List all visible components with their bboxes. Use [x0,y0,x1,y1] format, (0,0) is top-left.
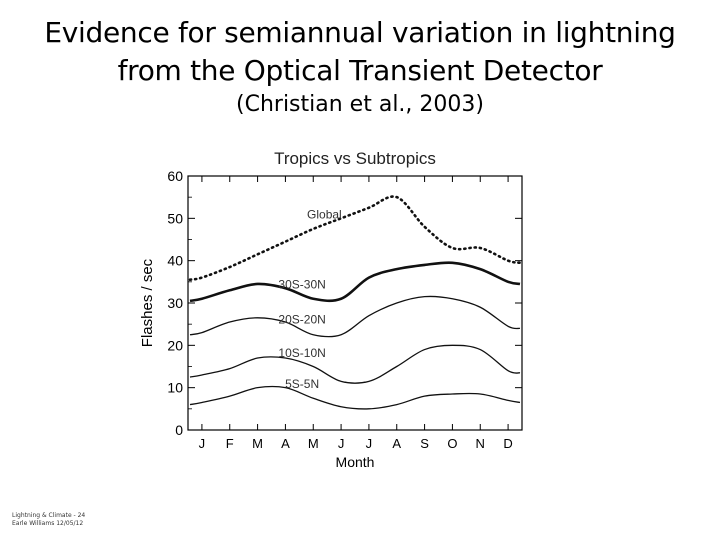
x-tick-label: O [447,436,457,451]
series-line-10s-10n [189,344,521,384]
series-line-global [188,195,522,282]
y-tick-label: 40 [167,253,183,269]
y-tick-label: 30 [167,295,183,311]
series-label-global: Global [307,208,342,222]
y-tick-label: 10 [167,380,183,396]
series-label-30s-30n: 30S-30N [278,278,325,292]
y-tick-label: 0 [175,422,183,438]
flash-rate-chart: Tropics vs Subtropics 0 10 20 30 40 50 60 J F M A M J… [139,149,523,470]
x-tick-label: N [476,436,485,451]
slide-title: Evidence for semiannual variation in lig… [0,14,720,90]
x-axis-label: Month [336,454,375,470]
series-line-5s-5n [189,385,521,410]
chart-title: Tropics vs Subtropics [274,149,436,168]
footer-line-1: Lightning & Climate - 24 [12,512,86,519]
x-tick-label: J [338,436,345,451]
x-tick-label: J [366,436,373,451]
slide-subtitle: (Christian et al., 2003) [236,92,484,117]
slide-title-line-2: from the Optical Transient Detector [117,54,603,87]
x-tick-label: J [199,436,206,451]
x-tick-label: D [503,436,512,451]
slide-title-line-1: Evidence for semiannual variation in lig… [44,16,676,49]
series-label-10s-10n: 10S-10N [278,346,325,360]
series-line-30s-30n [189,261,521,303]
slide-footer: Lightning & Climate - 24 Earle Williams … [12,512,85,528]
y-tick-label: 50 [167,210,183,226]
y-tick-label: 60 [167,168,183,184]
x-tick-label: A [281,436,290,451]
series-line-20s-20n [189,295,521,338]
series-label-5s-5n: 5S-5N [285,377,319,391]
series-label-20s-20n: 20S-20N [278,313,325,327]
footer-line-2: Earle Williams 12/05/12 [12,520,84,527]
x-tick-label: M [308,436,319,451]
x-tick-label: S [420,436,429,451]
x-tick-label: M [252,436,263,451]
x-tick-label: F [226,436,234,451]
x-tick-label: A [392,436,401,451]
y-tick-label: 20 [167,337,183,353]
y-axis-label: Flashes / sec [139,258,156,347]
